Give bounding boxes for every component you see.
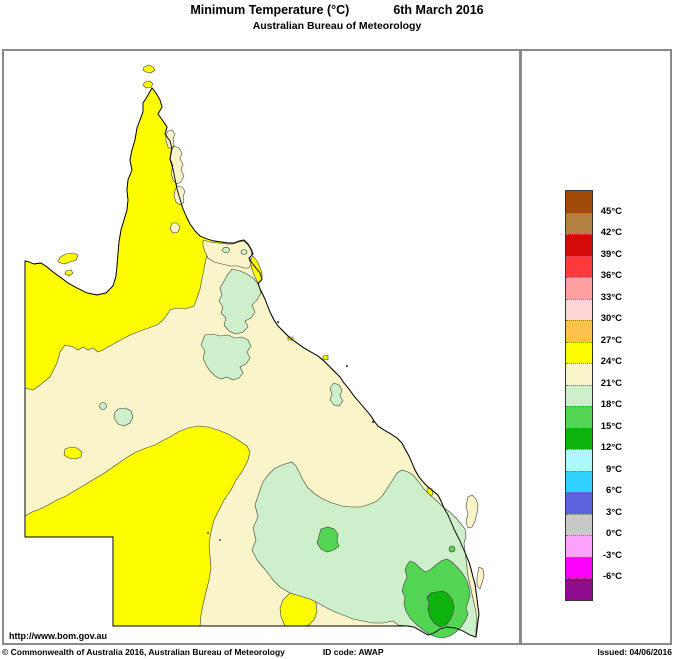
legend-swatch [566,492,592,514]
id-code-text: ID code: AWAP [322,647,384,657]
legend-label: -6°C [602,571,622,582]
legend-swatch [566,363,592,385]
region-18-21-speck [222,246,230,254]
legend-swatch [566,556,592,578]
region-24-27-small-west [63,446,83,460]
island-mornington [57,252,79,265]
legend-swatch [566,449,592,471]
island-stradbroke [476,566,485,590]
island-wellesley [64,269,74,277]
legend-swatch [566,212,592,234]
region-21-24-capeyork-3 [173,185,186,206]
legend-swatch [566,320,592,342]
legend-label: 45°C [600,205,622,217]
legend-frame: 45°C 42°C 39°C 36°C 33°C 30°C 27°C 24°C 21°C 18°C… [520,49,672,645]
region-15-18-blob [316,526,340,553]
legend-label: 12°C [600,442,622,453]
island-torres-2 [142,80,154,89]
legend-label: 27°C [600,334,622,346]
region-15-18-dot [448,545,456,553]
coastline-outline [24,87,480,638]
copyright-text: © Commonwealth of Australia 2016, Austra… [2,647,285,657]
legend-swatch [566,341,592,363]
region-18-21-inland-3 [113,407,134,427]
legend-label: 42°C [600,227,622,238]
map-frame: http://www.bom.gov.au [2,49,521,645]
legend-label: 36°C [600,270,622,281]
legend-swatch [566,384,592,406]
legend-swatch [566,298,592,320]
legend-label: 33°C [600,291,622,303]
island-torres-1 [142,64,156,74]
legend-label: 18°C [600,399,622,410]
legend-swatch [566,535,592,557]
region-18-21-coastal [329,382,344,407]
legend-swatch [566,255,592,277]
island-specks [207,321,374,541]
region-21-24-capeyork-1 [165,129,176,150]
region-21-24-capeyork-2 [169,145,185,185]
region-18-21-inland-2 [200,333,252,381]
legend-swatch [566,513,592,535]
page-title: Minimum Temperature (°C) [190,3,350,17]
region-24-27-tiny [322,354,329,361]
legend-label: 39°C [600,248,622,260]
legend-swatch [566,234,592,256]
legend-color-scale [565,190,593,601]
map-date: 6th March 2016 [393,3,484,17]
legend-label: 30°C [600,313,622,324]
region-18-21-speck [240,249,248,255]
legend-swatch [566,406,592,428]
page-subtitle: Australian Bureau of Meteorology [252,20,422,32]
legend-label: 3°C [606,506,622,518]
region-24-27-southwest [24,425,251,627]
legend-label: -3°C [602,549,622,561]
legend-swatch [566,191,592,213]
region-18-21-inland-1 [218,268,262,335]
legend-label: 24°C [600,356,622,367]
region-12-15-core [426,590,455,628]
legend-label: 21°C [600,377,622,389]
legend-label: 6°C [606,485,622,496]
legend-swatch [566,277,592,299]
legend-label: 15°C [600,420,622,432]
bom-url-label: http://www.bom.gov.au [9,631,107,641]
region-18-21-dot [99,402,107,410]
issued-date-text: Issued: 04/06/2016 [597,647,672,657]
legend-swatch [566,470,592,492]
region-21-24-capeyork-4 [169,222,181,234]
legend-swatch [566,427,592,449]
legend-label: 9°C [606,463,622,475]
legend-label: 0°C [606,528,622,539]
queensland-temperature-map [24,64,485,639]
legend-swatch [566,578,592,600]
header: Minimum Temperature (°C) 6th March 2016 … [0,3,674,32]
footer: © Commonwealth of Australia 2016, Austra… [2,647,672,657]
island-fraser [465,494,479,529]
